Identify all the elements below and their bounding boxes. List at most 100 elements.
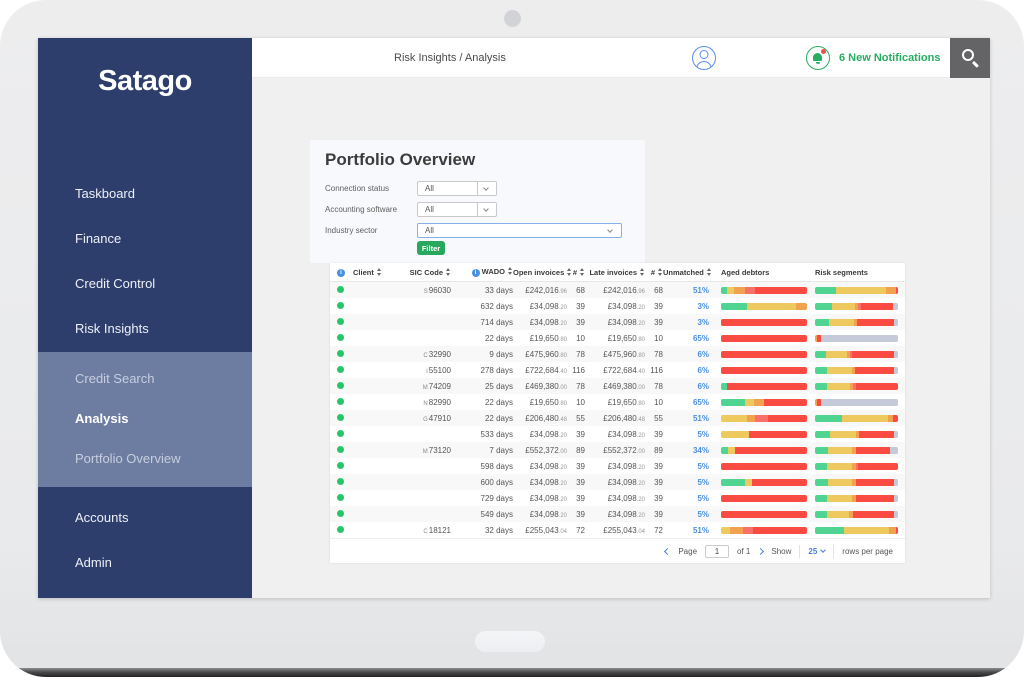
col-wado[interactable]: i WADO bbox=[451, 267, 513, 277]
table-row[interactable]: 600 days £34,098.20 39 £34,098.20 39 5% bbox=[330, 474, 905, 490]
search-button[interactable] bbox=[950, 38, 990, 78]
info-icon[interactable]: i bbox=[471, 268, 480, 277]
col-sic-code[interactable]: SIC Code bbox=[409, 267, 451, 277]
filter-button[interactable]: Filter bbox=[417, 241, 445, 255]
accounting-software-label: Accounting software bbox=[325, 205, 398, 214]
unmatched-link[interactable]: 51% bbox=[692, 413, 709, 423]
unmatched-link[interactable]: 51% bbox=[692, 285, 709, 295]
chevron-down-icon bbox=[483, 206, 489, 212]
risk-segments-bar bbox=[815, 478, 898, 486]
industry-sector-select[interactable]: All bbox=[417, 223, 622, 238]
unmatched-link[interactable]: 34% bbox=[692, 445, 709, 455]
accounting-software-select[interactable]: All bbox=[417, 202, 497, 217]
sidebar-item-analysis[interactable]: Analysis bbox=[75, 411, 129, 426]
col-client[interactable]: Client bbox=[353, 267, 409, 277]
sidebar-item-finance[interactable]: Finance bbox=[75, 231, 122, 246]
unmatched-link[interactable]: 6% bbox=[697, 349, 709, 359]
status-dot-icon bbox=[337, 285, 344, 293]
risk-segments-bar bbox=[815, 430, 898, 438]
chevron-down-icon bbox=[483, 185, 489, 191]
table-row[interactable]: C32990 9 days £475,960.80 78 £475,960.80… bbox=[330, 346, 905, 362]
table-row[interactable]: S96030 33 days £242,016.96 68 £242,016.9… bbox=[330, 282, 905, 298]
late-invoices-cell: £34,098.20 bbox=[607, 461, 645, 471]
unmatched-link[interactable]: 5% bbox=[697, 461, 709, 471]
table-row[interactable]: I55100 278 days £722,684.40 116 £722,684… bbox=[330, 362, 905, 378]
unmatched-link[interactable]: 65% bbox=[692, 333, 709, 343]
sidebar-item-admin[interactable]: Admin bbox=[75, 555, 112, 570]
status-dot-icon bbox=[337, 493, 344, 501]
sidebar-item-accounts[interactable]: Accounts bbox=[75, 510, 129, 525]
table-row[interactable]: 729 days £34,098.20 39 £34,098.20 39 5% bbox=[330, 490, 905, 506]
filter-row: Industry sector All bbox=[325, 223, 622, 238]
col-late-invoices[interactable]: Late invoices bbox=[585, 267, 645, 277]
sidebar-item-portfolio-overview[interactable]: Portfolio Overview bbox=[75, 451, 181, 466]
page-size-select[interactable]: 25 bbox=[808, 546, 827, 556]
unmatched-link[interactable]: 51% bbox=[692, 525, 709, 535]
col-late-count[interactable]: # bbox=[645, 267, 663, 277]
open-invoices-cell: £34,098.20 bbox=[529, 493, 567, 503]
col-open-invoices[interactable]: Open invoices bbox=[513, 267, 572, 277]
unmatched-link[interactable]: 6% bbox=[697, 381, 709, 391]
notifications-label: 6 New Notifications bbox=[839, 52, 941, 64]
sidebar-item-credit-control[interactable]: Credit Control bbox=[75, 276, 156, 291]
connection-status-select[interactable]: All bbox=[417, 181, 497, 196]
risk-segments-bar bbox=[815, 446, 898, 454]
next-page-icon[interactable] bbox=[757, 547, 765, 555]
wado-cell: 278 days bbox=[480, 365, 513, 375]
open-invoices-cell: £34,098.20 bbox=[529, 429, 567, 439]
unmatched-link[interactable]: 6% bbox=[697, 365, 709, 375]
table-row[interactable]: M73120 7 days £552,372.00 89 £552,372.00… bbox=[330, 442, 905, 458]
table-row[interactable]: M74209 25 days £469,380.00 78 £469,380.0… bbox=[330, 378, 905, 394]
page-size-value: 25 bbox=[808, 546, 818, 556]
late-invoices-cell: £469,380.00 bbox=[603, 381, 645, 391]
unmatched-link[interactable]: 3% bbox=[697, 317, 709, 327]
filter-row: Accounting software All bbox=[325, 202, 497, 217]
col-open-count[interactable]: # bbox=[567, 267, 585, 277]
previous-page-icon[interactable] bbox=[664, 547, 672, 555]
user-profile-icon[interactable] bbox=[692, 46, 716, 70]
table-row[interactable]: G47910 22 days £206,480.48 55 £206,480.4… bbox=[330, 410, 905, 426]
unmatched-link[interactable]: 5% bbox=[697, 493, 709, 503]
table-row[interactable]: 533 days £34,098.20 39 £34,098.20 39 5% bbox=[330, 426, 905, 442]
table-row[interactable]: 714 days £34,098.20 39 £34,098.20 39 3% bbox=[330, 314, 905, 330]
unmatched-link[interactable]: 5% bbox=[697, 429, 709, 439]
col-unmatched[interactable]: Unmatched bbox=[663, 267, 711, 277]
wado-cell: 549 days bbox=[480, 509, 513, 519]
open-invoices-cell: £34,098.20 bbox=[529, 509, 567, 519]
status-dot-icon bbox=[337, 301, 344, 309]
select-chevron-segment[interactable] bbox=[477, 182, 496, 195]
wado-cell: 22 days bbox=[484, 333, 513, 343]
table-row[interactable]: C18121 32 days £255,043.04 72 £255,043.0… bbox=[330, 522, 905, 538]
unmatched-link[interactable]: 5% bbox=[697, 509, 709, 519]
sidebar-item-risk-insights[interactable]: Risk Insights bbox=[75, 321, 149, 336]
table-row[interactable]: 22 days £19,650.80 10 £19,650.80 10 65% bbox=[330, 330, 905, 346]
late-invoices-cell: £242,016.96 bbox=[603, 285, 645, 295]
unmatched-link[interactable]: 65% bbox=[692, 397, 709, 407]
open-invoices-cell: £469,380.00 bbox=[525, 381, 567, 391]
aged-debtors-bar bbox=[721, 462, 807, 470]
unmatched-link[interactable]: 5% bbox=[697, 477, 709, 487]
table-row[interactable]: N82990 22 days £19,650.80 10 £19,650.80 … bbox=[330, 394, 905, 410]
info-icon[interactable]: i bbox=[337, 268, 345, 277]
sidebar: Satago Taskboard Finance Credit Control Ris… bbox=[38, 38, 252, 598]
table-row[interactable]: 632 days £34,098.20 39 £34,098.20 39 3% bbox=[330, 298, 905, 314]
aged-debtors-bar bbox=[721, 414, 807, 422]
unmatched-link[interactable]: 3% bbox=[697, 301, 709, 311]
connection-status-label: Connection status bbox=[325, 184, 390, 193]
table-row[interactable]: 549 days £34,098.20 39 £34,098.20 39 5% bbox=[330, 506, 905, 522]
page-title: Portfolio Overview bbox=[325, 150, 476, 169]
open-count-cell: 39 bbox=[576, 429, 585, 439]
sic-code-cell: M74209 bbox=[422, 381, 451, 391]
sidebar-item-taskboard[interactable]: Taskboard bbox=[75, 186, 135, 201]
industry-sector-label: Industry sector bbox=[325, 226, 378, 235]
sidebar-item-credit-search[interactable]: Credit Search bbox=[75, 371, 155, 386]
select-chevron-segment[interactable] bbox=[477, 203, 496, 216]
page-label: Page bbox=[678, 546, 698, 556]
notification-dot-icon bbox=[821, 49, 826, 54]
sidebar-nav-submenu: Credit Search Analysis Portfolio Overview bbox=[38, 352, 252, 487]
table-header: i Client SIC Code i WADO Open invoices # Late … bbox=[330, 263, 905, 282]
page-number-input[interactable] bbox=[705, 544, 730, 558]
notifications-button[interactable]: 6 New Notifications bbox=[806, 46, 940, 70]
late-count-cell: 72 bbox=[654, 525, 663, 535]
table-row[interactable]: 598 days £34,098.20 39 £34,098.20 39 5% bbox=[330, 458, 905, 474]
